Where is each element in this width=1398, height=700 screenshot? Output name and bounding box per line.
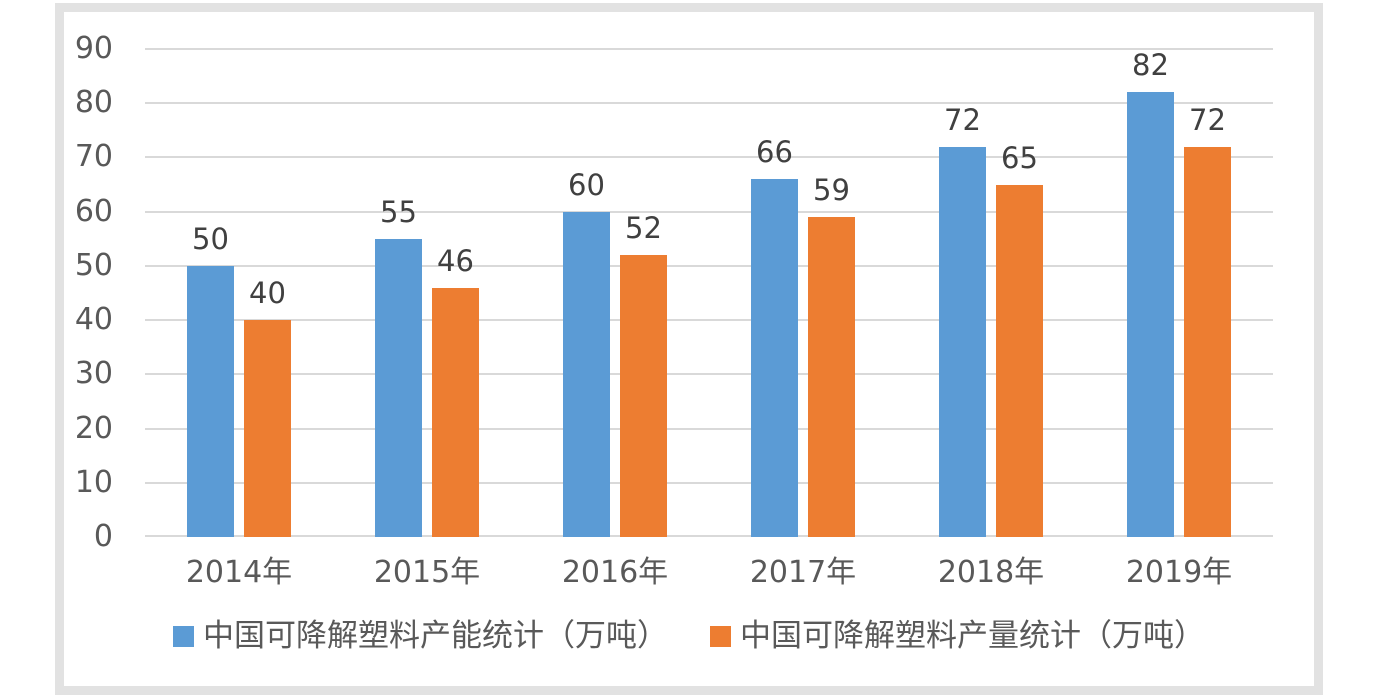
bar-series1-2018年: [939, 147, 986, 537]
y-tick-label: 70: [74, 139, 113, 174]
legend-item-series1: 中国可降解塑料产能统计（万吨）: [173, 616, 668, 656]
data-label: 50: [192, 222, 229, 256]
bar-group-2015年: 55 46: [333, 49, 521, 537]
data-label: 55: [380, 195, 417, 229]
bar-wrap: 52: [620, 213, 667, 537]
data-label: 72: [944, 103, 981, 137]
bar-groups: 50 40 55 46 60 52 66 59 72 65 82 72: [145, 49, 1273, 537]
bar-series2-2015年: [432, 288, 479, 537]
y-tick-label: 50: [74, 248, 113, 283]
gridline: [145, 156, 1273, 158]
bar-wrap: 59: [808, 175, 855, 537]
bar-series1-2017年: [751, 179, 798, 537]
bar-series2-2018年: [996, 185, 1043, 537]
bar-group-2019年: 82 72: [1085, 49, 1273, 537]
chart-body: 0 10 20 30 40 50 60 70 80 90 50 40 55 46 60 52 66 59 72 65…: [64, 12, 1314, 686]
bar-wrap: 65: [996, 143, 1043, 537]
bar-series1-2016年: [563, 212, 610, 537]
x-category-label: 2014年: [185, 555, 293, 590]
x-category-label: 2017年: [749, 555, 857, 590]
bar-series1-2014年: [187, 266, 234, 537]
bar-series1-2015年: [375, 239, 422, 537]
legend-item-series2: 中国可降解塑料产量统计（万吨）: [710, 616, 1205, 656]
plot-area: 50 40 55 46 60 52 66 59 72 65 82 72: [145, 48, 1273, 537]
gridline: [145, 48, 1273, 50]
gridline: [145, 211, 1273, 213]
data-label: 72: [1189, 103, 1226, 137]
bar-group-2018年: 72 65: [897, 49, 1085, 537]
y-tick-label: 40: [74, 302, 113, 337]
x-category-label: 2015年: [373, 555, 481, 590]
x-axis: 2014年 2015年 2016年 2017年 2018年 2019年: [145, 555, 1273, 591]
bar-wrap: 40: [244, 278, 291, 537]
bar-wrap: 66: [751, 137, 798, 537]
gridline: [145, 428, 1273, 430]
y-tick-label: 80: [74, 85, 113, 120]
x-category-label: 2016年: [561, 555, 669, 590]
bar-wrap: 60: [563, 170, 610, 537]
y-axis: 0 10 20 30 40 50 60 70 80 90: [64, 32, 113, 554]
bar-wrap: 55: [375, 197, 422, 537]
bar-wrap: 46: [432, 246, 479, 537]
gridline: [145, 319, 1273, 321]
legend-label: 中国可降解塑料产能统计（万吨）: [203, 618, 668, 654]
data-label: 66: [756, 135, 793, 169]
gridline: [145, 373, 1273, 375]
y-tick-label: 90: [74, 31, 113, 66]
bar-group-2017年: 66 59: [709, 49, 897, 537]
x-category-label: 2018年: [937, 555, 1045, 590]
y-tick-label: 30: [74, 356, 113, 391]
x-category-label: 2019年: [1125, 555, 1233, 590]
legend-swatch-icon: [710, 625, 731, 647]
bar-wrap: 72: [939, 105, 986, 537]
gridline: [145, 482, 1273, 484]
legend-swatch-icon: [173, 625, 194, 647]
gridline: [145, 535, 1273, 537]
data-label: 40: [249, 276, 286, 310]
data-label: 46: [437, 244, 474, 278]
y-tick-label: 20: [74, 411, 113, 446]
bar-group-2016年: 60 52: [521, 49, 709, 537]
legend: 中国可降解塑料产能统计（万吨） 中国可降解塑料产量统计（万吨）: [64, 616, 1314, 656]
data-label: 60: [568, 168, 605, 202]
data-label: 52: [625, 211, 662, 245]
bar-wrap: 72: [1184, 105, 1231, 537]
legend-label: 中国可降解塑料产量统计（万吨）: [740, 618, 1205, 654]
data-label: 65: [1001, 141, 1038, 175]
data-label: 82: [1132, 48, 1169, 82]
bar-series2-2017年: [808, 217, 855, 537]
bar-series2-2019年: [1184, 147, 1231, 537]
bar-series1-2019年: [1127, 92, 1174, 537]
chart-container: 0 10 20 30 40 50 60 70 80 90 50 40 55 46 60 52 66 59 72 65…: [55, 3, 1323, 695]
y-tick-label: 10: [74, 465, 113, 500]
bar-wrap: 50: [187, 224, 234, 537]
y-tick-label: 60: [74, 194, 113, 229]
data-label: 59: [813, 173, 850, 207]
gridline: [145, 102, 1273, 104]
y-tick-label: 0: [93, 519, 113, 554]
bar-wrap: 82: [1127, 50, 1174, 537]
gridline: [145, 265, 1273, 267]
bar-group-2014年: 50 40: [145, 49, 333, 537]
bar-series2-2014年: [244, 320, 291, 537]
bar-series2-2016年: [620, 255, 667, 537]
